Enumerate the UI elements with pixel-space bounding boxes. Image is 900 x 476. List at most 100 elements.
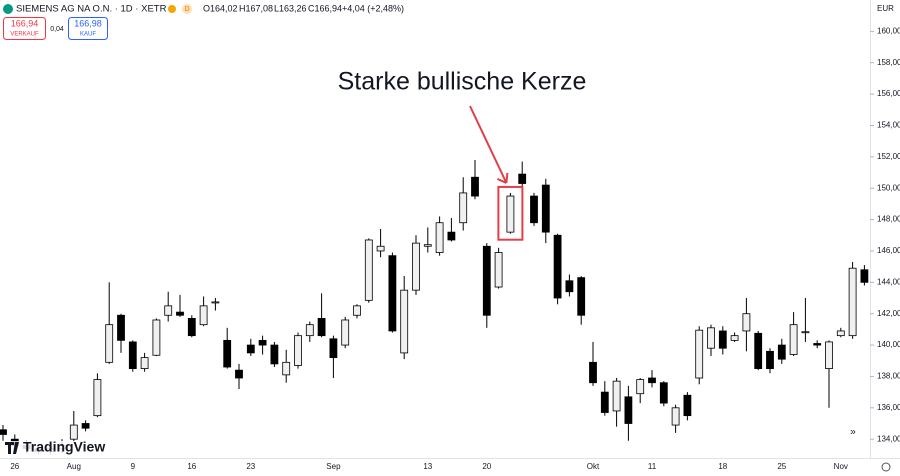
candle-body <box>777 344 786 360</box>
candle-body <box>412 242 420 291</box>
y-tick-label: 146,00 <box>877 246 900 255</box>
candle-body <box>860 269 869 283</box>
candle-body <box>801 331 810 334</box>
candle-body <box>848 267 857 337</box>
candle-body <box>683 394 692 417</box>
candle-body <box>128 341 137 369</box>
candle-body <box>541 184 550 233</box>
nav-button[interactable] <box>844 424 862 440</box>
y-tick-label: 136,00 <box>877 403 900 412</box>
x-tick-label: 23 <box>246 462 255 471</box>
settings-icon[interactable] <box>881 462 891 472</box>
status-dot <box>168 5 176 13</box>
candle-body <box>376 245 385 252</box>
x-tick-label: 11 <box>648 462 657 471</box>
y-tick-label: 140,00 <box>877 340 900 349</box>
candle-body <box>81 423 90 429</box>
buy-button[interactable] <box>68 17 108 40</box>
x-tick-label: 18 <box>718 462 727 471</box>
candle-body <box>459 192 468 224</box>
candle-body <box>553 234 562 299</box>
y-tick-label: 138,00 <box>877 372 900 381</box>
candle-body <box>69 424 78 440</box>
candle-body <box>718 330 727 349</box>
nav-icon: » <box>850 427 856 438</box>
candles <box>0 159 869 455</box>
symbol[interactable]: SIEMENS AG NA O.N. · 1D · XETR <box>16 4 167 15</box>
candle-body <box>329 338 338 359</box>
x-tick-label: Nov <box>834 462 848 471</box>
candle-body <box>341 319 350 346</box>
candle-body <box>270 344 279 365</box>
candle-body <box>836 330 845 337</box>
y-tick-label: 142,00 <box>877 309 900 318</box>
logo-icon <box>5 442 19 454</box>
candle-body <box>530 195 538 224</box>
candle-body <box>577 277 586 316</box>
y-tick-label: 144,00 <box>877 277 900 286</box>
sell-price: 166,94 <box>11 18 39 28</box>
logo: TradingView <box>3 439 105 456</box>
candle-body <box>152 319 161 356</box>
candle-body <box>659 382 668 404</box>
candle-body <box>518 173 527 184</box>
candle-body <box>742 313 751 332</box>
candle-body <box>789 324 798 355</box>
buy-price: 166,98 <box>74 18 102 28</box>
logo-bg <box>3 441 105 456</box>
candle-body <box>600 391 609 413</box>
y-tick-label: 160,00 <box>877 26 900 35</box>
candle-body <box>435 222 444 253</box>
candle-body <box>754 332 763 369</box>
ohlc-open: O164,02 <box>203 3 238 13</box>
badge-bg <box>182 4 192 14</box>
candle-body <box>624 396 633 424</box>
highlight-box <box>497 185 524 241</box>
candle-body <box>636 379 645 395</box>
ohlc-low: L163,26 <box>274 3 307 13</box>
candle-body <box>176 311 184 316</box>
annotation: Starke bullische Kerze <box>338 68 587 96</box>
badge: D <box>184 6 189 13</box>
x-tick-label: 16 <box>187 462 196 471</box>
y-tick-label: 154,00 <box>877 121 900 130</box>
candle-body <box>471 176 479 197</box>
candle-body <box>707 327 715 349</box>
candle-body <box>589 361 597 384</box>
candle-body <box>246 344 255 354</box>
candle-body <box>235 369 243 379</box>
y-tick-label: 156,00 <box>877 89 900 98</box>
sell-button[interactable] <box>3 17 46 40</box>
candle-body <box>199 305 208 326</box>
candle-body <box>211 301 220 304</box>
spread: 0,04 <box>50 26 64 33</box>
candle-body <box>494 252 503 288</box>
x-tick-label: Okt <box>587 462 600 471</box>
arrow <box>469 105 509 184</box>
buy-label: KAUF <box>80 32 96 38</box>
candle-body <box>117 314 125 341</box>
ohlc-change: +4,04 (+2,48%) <box>342 3 404 13</box>
candle-body <box>353 305 361 316</box>
candle-body <box>164 305 173 316</box>
x-tick-label: 20 <box>482 462 491 471</box>
currency[interactable]: EUR <box>877 4 894 13</box>
y-tick-label: 148,00 <box>877 215 900 224</box>
candle-body <box>506 195 515 233</box>
candle-body <box>423 244 432 247</box>
logo-text: TradingView <box>23 439 105 455</box>
y-tick-label: 150,00 <box>877 183 900 192</box>
symbol-logo <box>3 4 13 14</box>
sell-label: VERKAUF <box>10 32 39 38</box>
y-tick-label: 158,00 <box>877 58 900 67</box>
candle-body <box>447 231 456 241</box>
y-tick-label: 134,00 <box>877 434 900 443</box>
candle-body <box>140 357 149 369</box>
x-tick-label: Aug <box>67 462 81 471</box>
x-tick-label: Sep <box>326 462 341 471</box>
ohlc-close: C166,94 <box>308 3 342 13</box>
x-tick-label: 13 <box>423 462 432 471</box>
x-tick-label: 25 <box>777 462 786 471</box>
candle-body <box>825 341 833 369</box>
